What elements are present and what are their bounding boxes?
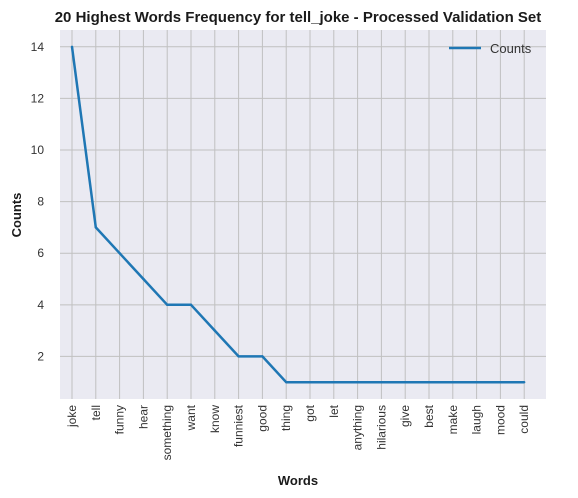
x-tick-label-got: got: [303, 404, 317, 421]
x-tick-label-funniest: funniest: [232, 404, 246, 447]
x-tick-label-best: best: [422, 404, 436, 427]
data-point-know: [213, 329, 216, 332]
y-axis-label: Counts: [9, 193, 24, 238]
y-axis-ticks: 2 4 6 8 10 12 14: [31, 40, 45, 364]
y-tick-label: 12: [31, 91, 45, 105]
x-tick-label-joke: joke: [65, 405, 79, 428]
y-tick-label: 2: [37, 349, 44, 363]
x-tick-label-let: let: [327, 404, 341, 417]
data-point-anything: [356, 381, 359, 384]
series-line-counts: [70, 46, 525, 384]
chart-title: 20 Highest Words Frequency for tell_joke…: [55, 9, 542, 26]
x-tick-label-good: good: [255, 405, 269, 432]
data-point-laugh: [475, 381, 478, 384]
plot-area: [60, 30, 546, 399]
x-tick-label-give: give: [398, 405, 412, 427]
data-point-tell: [94, 226, 98, 229]
y-tick-label: 6: [37, 246, 44, 260]
data-point-want: [189, 303, 193, 307]
data-point-good: [261, 355, 264, 358]
x-tick-label-hear: hear: [136, 405, 150, 429]
x-tick-label-thing: thing: [279, 405, 293, 431]
x-tick-label-funny: funny: [113, 405, 127, 434]
x-tick-label-mood: mood: [493, 405, 507, 435]
legend-label-counts: Counts: [490, 41, 532, 56]
legend: Counts: [449, 41, 532, 56]
y-tick-label: 14: [31, 40, 45, 54]
data-point-got: [308, 381, 312, 384]
x-tick-label-know: know: [208, 405, 222, 433]
y-tick-label: 4: [37, 298, 44, 312]
data-point-best: [427, 381, 431, 384]
x-tick-label-laugh: laugh: [470, 405, 484, 434]
x-tick-label-could: could: [517, 405, 531, 434]
x-tick-label-make: make: [446, 405, 460, 435]
y-tick-label: 8: [37, 195, 44, 209]
x-tick-label-something: something: [160, 405, 174, 460]
data-point-let: [332, 381, 335, 384]
data-point-hilarious: [380, 381, 383, 384]
data-point-give: [404, 381, 407, 384]
data-point-hear: [142, 277, 145, 281]
x-tick-label-hilarious: hilarious: [374, 405, 388, 450]
data-point-make: [451, 381, 454, 384]
data-point-funny: [118, 252, 121, 255]
data-point-something: [166, 303, 169, 307]
x-axis-ticks: joke tell funny hear something want know funnie…: [65, 404, 531, 460]
x-tick-label-anything: anything: [351, 405, 365, 450]
data-point-could: [523, 381, 526, 384]
y-tick-label: 10: [31, 143, 45, 157]
grid-lines: [60, 30, 546, 399]
data-point-mood: [499, 381, 502, 384]
x-axis-label: Words: [278, 473, 318, 488]
x-tick-label-want: want: [184, 404, 198, 431]
series-group: [70, 45, 526, 384]
x-tick-label-tell: tell: [89, 405, 103, 420]
data-point-thing: [285, 381, 288, 384]
data-point-funniest: [237, 355, 240, 358]
data-point-joke: [70, 45, 74, 48]
